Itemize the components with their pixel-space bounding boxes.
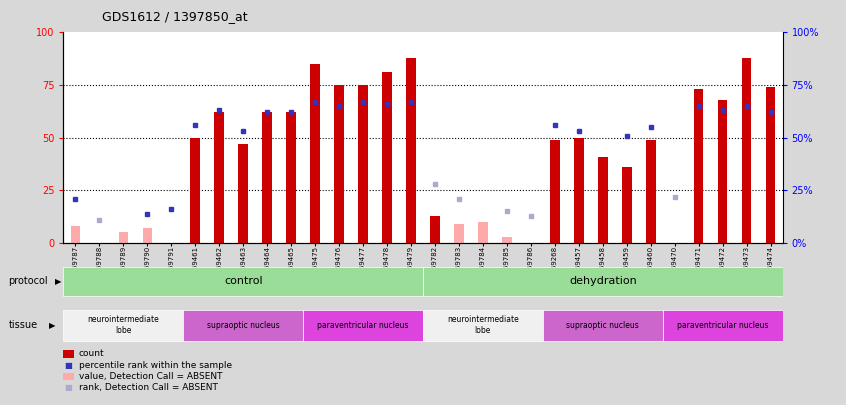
Bar	[63, 309, 184, 341]
Text: paraventricular nucleus: paraventricular nucleus	[677, 320, 768, 330]
Text: neurointermediate
lobe: neurointermediate lobe	[447, 315, 519, 335]
Bar	[423, 309, 543, 341]
Text: neurointermediate
lobe: neurointermediate lobe	[87, 315, 159, 335]
Bar	[286, 113, 296, 243]
Bar	[334, 85, 343, 243]
Text: tissue: tissue	[8, 320, 37, 330]
Text: percentile rank within the sample: percentile rank within the sample	[79, 361, 232, 370]
Bar	[382, 72, 392, 243]
Bar	[430, 215, 440, 243]
Bar	[574, 138, 584, 243]
Text: GDS1612 / 1397850_at: GDS1612 / 1397850_at	[102, 10, 247, 23]
Text: dehydration: dehydration	[569, 277, 637, 286]
Bar	[598, 157, 607, 243]
Bar	[262, 113, 272, 243]
Bar	[543, 309, 662, 341]
Text: ■: ■	[64, 384, 73, 392]
Bar	[717, 100, 728, 243]
Bar	[142, 228, 152, 243]
Bar	[358, 85, 368, 243]
Bar	[239, 144, 248, 243]
Text: value, Detection Call = ABSENT: value, Detection Call = ABSENT	[79, 372, 222, 381]
Bar	[478, 222, 487, 243]
Text: ▶: ▶	[49, 321, 56, 330]
Bar	[423, 267, 783, 296]
Bar	[406, 58, 415, 243]
Text: ▶: ▶	[55, 277, 62, 286]
Bar	[550, 140, 559, 243]
Bar	[502, 237, 512, 243]
Text: ■: ■	[64, 361, 73, 370]
Bar	[766, 87, 775, 243]
Text: protocol: protocol	[8, 277, 48, 286]
Bar	[454, 224, 464, 243]
Text: rank, Detection Call = ABSENT: rank, Detection Call = ABSENT	[79, 384, 217, 392]
Bar	[694, 89, 703, 243]
Text: control: control	[224, 277, 262, 286]
Bar	[310, 64, 320, 243]
Bar	[70, 226, 80, 243]
Bar	[622, 167, 631, 243]
Text: supraoptic nucleus: supraoptic nucleus	[207, 320, 279, 330]
Bar	[303, 309, 423, 341]
Text: paraventricular nucleus: paraventricular nucleus	[317, 320, 409, 330]
Bar	[662, 309, 783, 341]
Text: supraoptic nucleus: supraoptic nucleus	[567, 320, 639, 330]
Bar	[63, 267, 423, 296]
Bar	[645, 140, 656, 243]
Bar	[184, 309, 303, 341]
Bar	[742, 58, 751, 243]
Text: count: count	[79, 350, 104, 358]
Bar	[214, 113, 224, 243]
Bar	[190, 138, 200, 243]
Bar	[118, 232, 128, 243]
